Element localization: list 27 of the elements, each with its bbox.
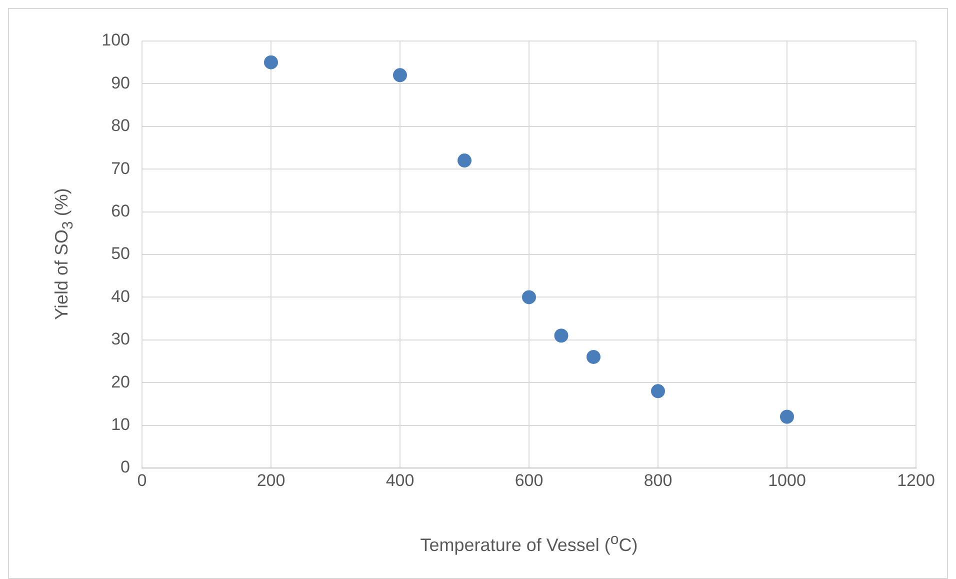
y-tick-label: 70 [111, 158, 130, 178]
y-tick-label: 40 [111, 286, 130, 306]
point [586, 350, 600, 364]
y-tick-label: 100 [102, 30, 130, 50]
y-tick-label: 30 [111, 330, 130, 349]
point [651, 384, 665, 398]
y-tick-label: 90 [111, 73, 130, 92]
y-tick-label: 50 [111, 244, 130, 264]
y-tick-label: 60 [111, 201, 130, 220]
y-tick-label: 10 [111, 414, 130, 434]
point [264, 55, 278, 70]
x-tick-label: 1200 [897, 470, 935, 490]
x-tick-label: 400 [386, 470, 414, 490]
point [522, 290, 536, 304]
x-tick-label: 1000 [768, 470, 806, 490]
x-tick-label: 800 [644, 470, 672, 490]
x-tick-label: 600 [514, 470, 544, 490]
x-tick-label: 200 [256, 470, 286, 490]
point [393, 68, 407, 82]
y-tick-label: 80 [111, 116, 130, 136]
x-tick-label: 0 [137, 470, 147, 490]
point [780, 410, 794, 424]
y-tick-label: 20 [111, 372, 130, 392]
point [554, 328, 568, 343]
y-tick-label: 0 [120, 458, 130, 477]
x-axis-title: Temperature of Vessel ($^{o}$C) [420, 531, 638, 556]
point [458, 154, 472, 168]
